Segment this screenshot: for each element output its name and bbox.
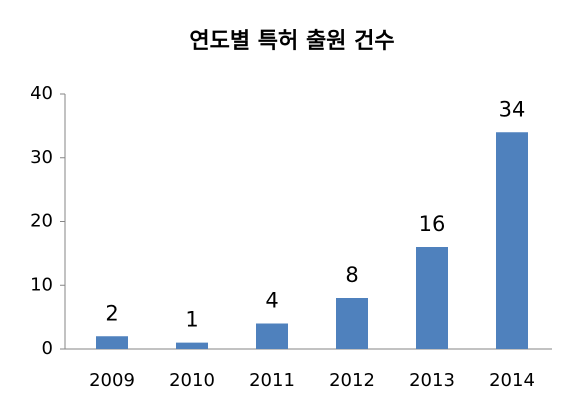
bar	[176, 342, 208, 349]
y-tick-label: 0	[42, 338, 53, 359]
x-tick-label: 2012	[329, 370, 375, 391]
value-label: 34	[499, 97, 526, 121]
x-tick-label: 2009	[89, 370, 135, 391]
y-tick-label: 30	[30, 147, 53, 168]
y-tick-label: 40	[30, 83, 53, 104]
y-tick-label: 20	[30, 211, 53, 232]
value-label: 16	[419, 212, 446, 236]
bar	[96, 336, 128, 349]
value-label: 4	[265, 289, 278, 313]
bar	[336, 298, 368, 349]
x-tick-label: 2010	[169, 370, 215, 391]
x-tick-label: 2013	[409, 370, 455, 391]
bar	[496, 132, 528, 349]
x-tick-label: 2011	[249, 370, 295, 391]
value-label: 2	[105, 301, 118, 325]
y-tick-label: 10	[30, 274, 53, 295]
chart-title: 연도별 특허 출원 건수	[189, 29, 394, 54]
x-tick-label: 2014	[489, 370, 535, 391]
value-label: 8	[345, 263, 358, 287]
value-label: 1	[185, 308, 198, 332]
bar	[256, 323, 288, 349]
bar	[416, 247, 448, 349]
